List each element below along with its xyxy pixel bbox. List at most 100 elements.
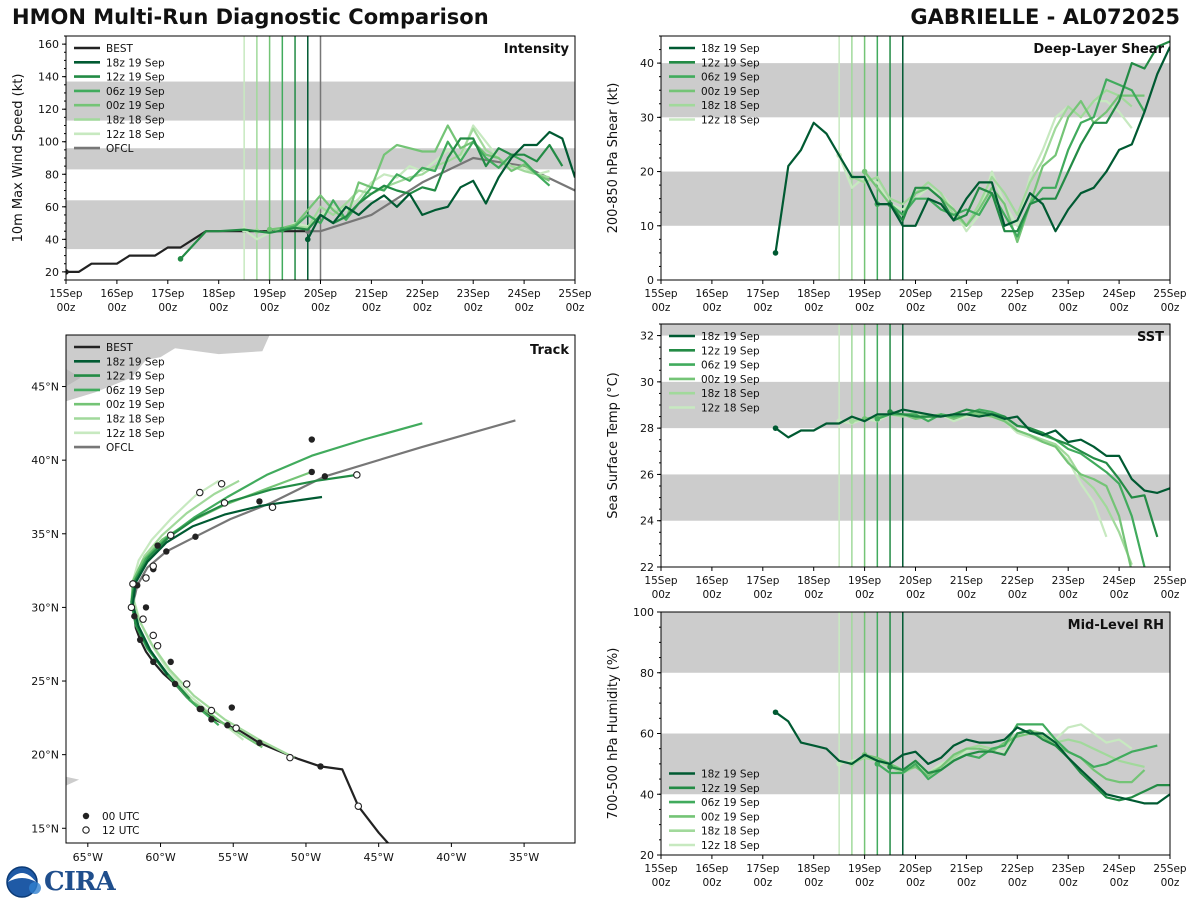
legend-label-12z-19-sep: 12z 19 Sep bbox=[106, 72, 165, 84]
panel-rh: 20 40 60 80 100 15Sep 00z 16Sep 00z 17Sep 00z 18Sep… bbox=[606, 606, 1187, 889]
xtick-sub-intensity-10: 00z bbox=[566, 302, 585, 314]
track-point-12utc-6 bbox=[139, 615, 147, 623]
series-start-intensity-12z-19-sep bbox=[177, 256, 184, 262]
xtick-label-sst-0: 15Sep bbox=[644, 575, 677, 587]
ylabel-intensity: 10m Max Wind Speed (kt) bbox=[11, 74, 26, 243]
xtick-sub-shear-8: 00z bbox=[1059, 302, 1078, 314]
ytick-label-sst-30: 30 bbox=[640, 376, 654, 389]
xtick-sub-shear-1: 00z bbox=[702, 302, 721, 314]
ytick-label-shear-10: 10 bbox=[640, 220, 654, 233]
land-north bbox=[66, 335, 270, 402]
xtick-sub-shear-5: 00z bbox=[906, 302, 925, 314]
xtick-sub-rh-8: 00z bbox=[1059, 877, 1078, 889]
panel-shear: 0 10 20 30 40 15Sep 00z 16Sep 00z 17Sep 00z 18Sep 00… bbox=[606, 35, 1187, 314]
xtick-sub-intensity-5: 00z bbox=[311, 302, 330, 314]
track-point-12utc-3 bbox=[207, 706, 216, 715]
xtick-sub-shear-2: 00z bbox=[753, 302, 772, 314]
xtick-label-sst-10: 25Sep bbox=[1153, 575, 1186, 587]
land-west bbox=[66, 368, 81, 387]
xtick-sub-rh-4: 00z bbox=[855, 877, 874, 889]
track-point-00utc-0 bbox=[317, 763, 324, 770]
ytick-label-intensity-80: 80 bbox=[45, 168, 59, 181]
xtick-label-intensity-0: 15Sep bbox=[49, 288, 82, 300]
xtick-label-sst-3: 18Sep bbox=[797, 575, 830, 587]
ytick-label-track-45: 45°N bbox=[31, 381, 59, 394]
track-point-00utc-21 bbox=[198, 705, 205, 713]
ytick-label-sst-32: 32 bbox=[640, 330, 654, 343]
xtick-sub-intensity-4: 00z bbox=[260, 302, 279, 314]
legend-label-18z-19-sep: 18z 19 Sep bbox=[106, 356, 165, 368]
series-line-shear-18z-19-sep bbox=[774, 46, 1170, 254]
legend-label-18z-19-sep: 18z 19 Sep bbox=[106, 57, 165, 69]
track-point-00utc-13 bbox=[321, 473, 329, 480]
series-start-intensity-18z-19-sep bbox=[304, 236, 311, 243]
xtick-sub-sst-1: 00z bbox=[702, 589, 721, 601]
noaa-seal-icon bbox=[6, 866, 41, 898]
ytick-label-shear-40: 40 bbox=[640, 57, 654, 70]
legend-label-best: BEST bbox=[106, 342, 134, 354]
band-sst-2 bbox=[661, 324, 1170, 336]
band-sst-0 bbox=[661, 474, 1170, 521]
ytick-label-intensity-160: 160 bbox=[38, 38, 59, 51]
xtick-sub-intensity-7: 00z bbox=[413, 302, 432, 314]
xtick-label-sst-8: 23Sep bbox=[1052, 575, 1085, 587]
marker-legend-00utc-label: 00 UTC bbox=[102, 811, 140, 823]
xtick-sub-sst-4: 00z bbox=[855, 589, 874, 601]
xtick-label-intensity-10: 25Sep bbox=[558, 288, 591, 300]
xtick-sub-sst-10: 00z bbox=[1161, 589, 1180, 601]
ytick-label-intensity-100: 100 bbox=[38, 136, 59, 149]
panel-title-sst: SST bbox=[1137, 330, 1164, 345]
xtick-sub-intensity-0: 00z bbox=[57, 302, 76, 314]
legend-label-18z-18-sep: 18z 18 Sep bbox=[701, 100, 760, 112]
marker-legend-12utc-dot bbox=[82, 826, 90, 834]
xtick-sub-intensity-2: 00z bbox=[158, 302, 177, 314]
xtick-label-rh-4: 19Sep bbox=[848, 863, 881, 875]
track-point-12utc-13 bbox=[268, 503, 277, 512]
ytick-label-sst-28: 28 bbox=[640, 422, 654, 435]
ytick-label-track-35: 35°N bbox=[31, 528, 59, 541]
legend-label-18z-18-sep: 18z 18 Sep bbox=[701, 388, 760, 400]
series-start-rh-12z-18-sep bbox=[836, 761, 842, 767]
legend-label-06z-19-sep: 06z 19 Sep bbox=[701, 360, 760, 372]
track-point-12utc-4 bbox=[182, 680, 191, 688]
series-group-shear bbox=[772, 40, 1170, 256]
track-line-best bbox=[133, 616, 390, 843]
panel-track: 15°N 20°N 25°N 30°N 35°N 40°N 45°N 65°W 60°W 55°W… bbox=[31, 334, 576, 864]
series-line-shear-06z-19-sep bbox=[877, 78, 1146, 238]
xtick-sub-rh-3: 00z bbox=[804, 877, 823, 889]
ytick-label-rh-60: 60 bbox=[640, 728, 654, 741]
track-point-00utc-16 bbox=[154, 542, 161, 549]
xtick-label-shear-8: 23Sep bbox=[1052, 288, 1085, 300]
series-group-rh bbox=[772, 709, 1170, 805]
track-point-00utc-1 bbox=[256, 739, 263, 747]
marker-legend-00utc-dot bbox=[82, 812, 90, 820]
legend-label-00z-19-sep: 00z 19 Sep bbox=[701, 374, 760, 386]
xtick-label-sst-9: 24Sep bbox=[1103, 575, 1136, 587]
ytick-label-track-25: 25°N bbox=[31, 675, 59, 688]
xtick-label-track-4: 45°W bbox=[363, 851, 393, 864]
xtick-sub-sst-8: 00z bbox=[1059, 589, 1078, 601]
track-point-12utc-14 bbox=[353, 471, 361, 479]
xtick-label-track-2: 55°W bbox=[218, 851, 248, 864]
xtick-label-shear-2: 17Sep bbox=[746, 288, 779, 300]
track-line-00z-19-sep bbox=[130, 470, 313, 749]
series-start-shear-00z-19-sep bbox=[861, 168, 868, 175]
track-point-00utc-19 bbox=[208, 716, 215, 723]
xtick-sub-rh-7: 00z bbox=[1008, 877, 1027, 889]
legend-label-00z-19-sep: 00z 19 Sep bbox=[701, 86, 760, 98]
legend-label-12z-19-sep: 12z 19 Sep bbox=[106, 371, 165, 383]
xtick-sub-shear-7: 00z bbox=[1008, 302, 1027, 314]
track-point-12utc-9 bbox=[166, 531, 175, 540]
figure-title-right: GABRIELLE - AL072025 bbox=[910, 5, 1180, 29]
ytick-label-track-30: 30°N bbox=[31, 601, 59, 614]
xtick-sub-shear-4: 00z bbox=[855, 302, 874, 314]
ytick-label-rh-80: 80 bbox=[640, 667, 654, 680]
legend-label-18z-18-sep: 18z 18 Sep bbox=[701, 826, 760, 838]
figure-title-left: HMON Multi-Run Diagnostic Comparison bbox=[12, 5, 489, 29]
legend-label-12z-18-sep: 12z 18 Sep bbox=[106, 129, 165, 141]
panel-title-rh: Mid-Level RH bbox=[1068, 618, 1164, 633]
xtick-sub-sst-7: 00z bbox=[1008, 589, 1027, 601]
track-point-00utc-12 bbox=[308, 468, 315, 476]
xtick-sub-shear-9: 00z bbox=[1110, 302, 1129, 314]
xtick-label-rh-5: 20Sep bbox=[899, 863, 932, 875]
